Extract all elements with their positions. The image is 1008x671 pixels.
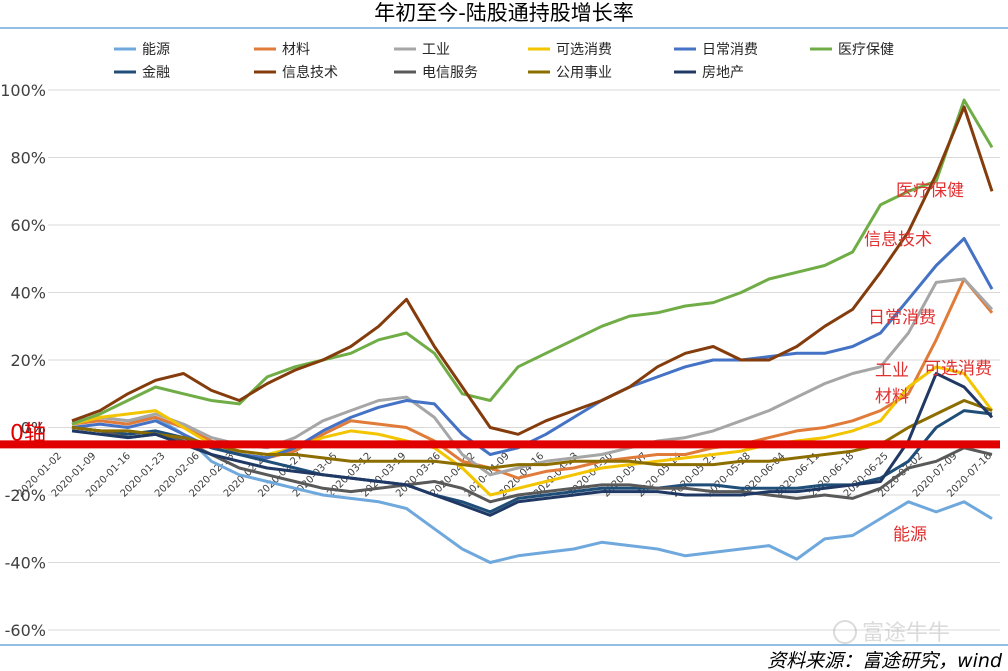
y-tick-label: 80% [10,149,46,168]
legend-label: 医疗保健 [838,42,894,58]
legend-label: 金融 [142,65,170,81]
end-label-工业: 工业 [875,361,909,381]
series-line-信息技术 [71,105,994,436]
series-line-金融 [71,409,993,514]
legend-label: 材料 [282,42,310,58]
legend-label: 日常消费 [702,42,758,58]
watermark-text: 富途牛牛 [862,621,950,646]
y-tick-label: 100% [0,81,46,100]
legend-label: 可选消费 [556,42,612,58]
legend-label: 房地产 [702,65,744,81]
y-tick-label: 20% [10,351,46,370]
watermark-logo-icon [833,620,857,644]
source-note: 资料来源：富途研究，wind [767,650,1003,671]
y-tick-label: -20% [5,486,46,505]
series-line-日常消费 [71,237,994,460]
legend-label: 信息技术 [282,64,338,81]
legend-label: 电信服务 [422,65,478,81]
gridlines [48,89,1000,631]
legend-label: 能源 [142,42,170,58]
series-line-房地产 [71,372,994,517]
y-axis: 100% 80% 60% 40% 20% 0% -20% -40% -60% [0,81,46,640]
legend-label: 公用事业 [556,65,612,81]
watermark: 富途牛牛 [833,620,950,646]
chart-title: 年初至今-陆股通持股增长率 [374,1,634,25]
end-label-日常消费: 日常消费 [868,308,936,328]
legend-label: 工业 [422,42,450,58]
zero-axis: 0轴 [0,421,1000,449]
y-tick-label: 60% [10,216,46,235]
series-line-医疗保健 [71,98,994,426]
y-tick-label: 0% [21,419,46,438]
end-label-可选消费: 可选消费 [924,359,992,379]
end-label-医疗保健: 医疗保健 [896,181,964,201]
zero-axis-label: 0轴 [10,421,46,446]
series-line-电信服务 [71,426,993,504]
zero-axis-band [0,440,1000,449]
end-label-信息技术: 信息技术 [864,230,932,250]
series-line-能源 [71,415,993,564]
y-tick-label: -40% [5,554,46,573]
y-tick-label: 40% [10,284,46,303]
y-tick-label: -60% [5,621,46,640]
end-label-能源: 能源 [893,525,927,545]
end-label-材料: 材料 [875,387,909,407]
